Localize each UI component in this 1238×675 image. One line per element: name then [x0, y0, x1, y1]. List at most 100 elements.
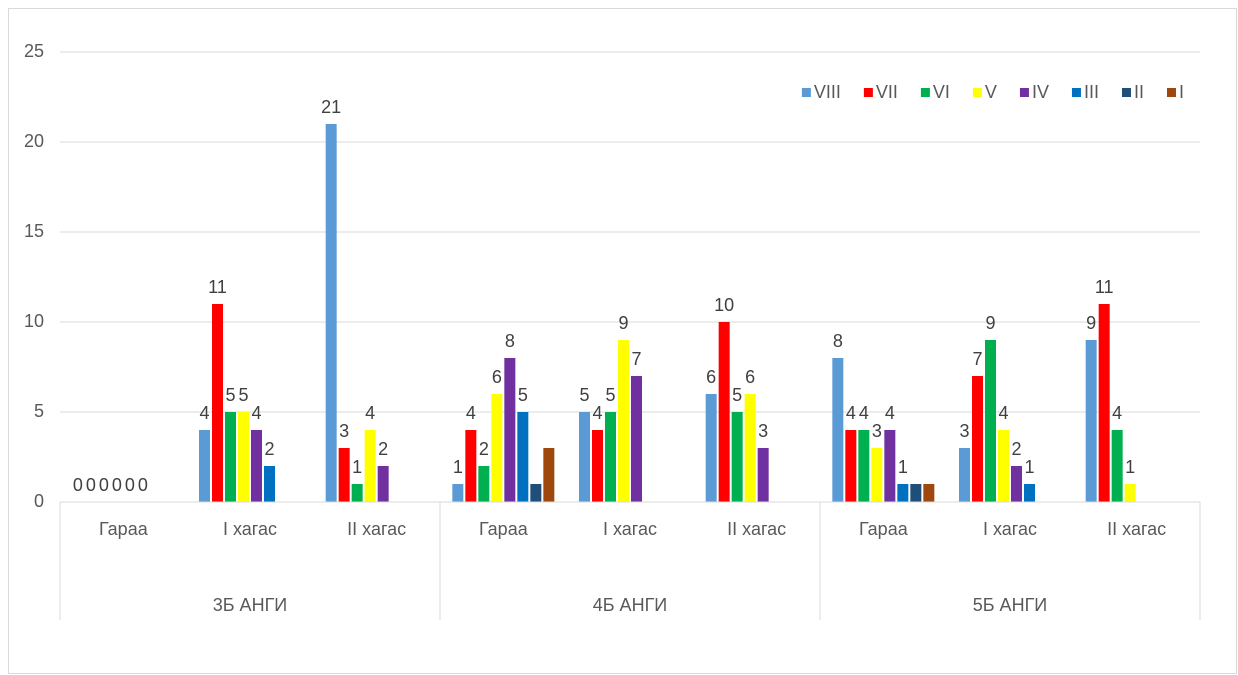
- bar: [618, 340, 629, 502]
- legend-swatch: [1071, 88, 1081, 97]
- data-label: 5: [605, 385, 615, 405]
- bar: [845, 430, 857, 502]
- bar: [998, 430, 1009, 502]
- data-label: 7: [972, 349, 982, 369]
- bar: [985, 340, 996, 502]
- data-label: 2: [479, 439, 489, 459]
- bar: [705, 394, 717, 502]
- data-label: 5: [732, 385, 742, 405]
- data-label: 6: [745, 367, 755, 387]
- bar: [972, 376, 983, 502]
- legend-label: VI: [933, 82, 950, 102]
- bar: [351, 484, 363, 502]
- bar: [225, 412, 236, 502]
- y-tick-label: 25: [24, 41, 44, 61]
- data-label: 4: [251, 403, 261, 423]
- data-label: 2: [378, 439, 388, 459]
- data-label: 0: [125, 475, 135, 495]
- data-label: 4: [885, 403, 895, 423]
- data-label: 11: [1095, 277, 1114, 297]
- data-label: 1: [1024, 457, 1034, 477]
- bar: [338, 448, 350, 502]
- bar: [491, 394, 503, 502]
- legend-swatch: [1166, 88, 1176, 97]
- data-label: 4: [365, 403, 375, 423]
- bar: [744, 394, 756, 502]
- data-label: 11: [208, 277, 227, 297]
- group-label: 5Б АНГИ: [972, 595, 1048, 615]
- bar: [1111, 430, 1123, 502]
- data-label: 8: [505, 331, 515, 351]
- data-label: 8: [833, 331, 843, 351]
- data-label: 0: [99, 475, 109, 495]
- data-label: 5: [518, 385, 528, 405]
- bar: [757, 448, 769, 502]
- legend-swatch: [863, 88, 873, 97]
- bar: [592, 430, 603, 502]
- legend-label: VIII: [814, 82, 841, 102]
- legend-label: III: [1084, 82, 1099, 102]
- bar: [1124, 484, 1136, 502]
- bar: [543, 448, 555, 502]
- data-label: 4: [846, 403, 856, 423]
- legend-swatch: [972, 88, 982, 97]
- bar: [212, 304, 223, 502]
- legend-swatch: [801, 88, 811, 97]
- x-tick-label: Гараа: [478, 519, 528, 539]
- legend-label: I: [1179, 82, 1184, 102]
- y-tick-label: 10: [24, 311, 44, 331]
- data-label: 10: [714, 295, 734, 315]
- bar: [199, 430, 210, 502]
- bar: [377, 466, 389, 502]
- bar: [251, 430, 262, 502]
- bar: [897, 484, 909, 502]
- bar: [504, 358, 516, 502]
- legend-label: VII: [876, 82, 898, 102]
- x-tick-label: II хагас: [1107, 519, 1167, 539]
- legend-label: IV: [1032, 82, 1049, 102]
- bar: [264, 466, 275, 502]
- data-label: 4: [592, 403, 602, 423]
- bar: [718, 322, 730, 502]
- bar: [478, 466, 490, 502]
- bar: [530, 484, 542, 502]
- data-label: 1: [1125, 457, 1135, 477]
- bar: [1011, 466, 1022, 502]
- legend-label: V: [985, 82, 997, 102]
- bar: [1024, 484, 1035, 502]
- y-tick-label: 5: [34, 401, 44, 421]
- bar: [1085, 340, 1097, 502]
- data-label: 4: [859, 403, 869, 423]
- data-label: 2: [264, 439, 274, 459]
- legend-label: II: [1134, 82, 1144, 102]
- bar: [832, 358, 844, 502]
- bar: [605, 412, 616, 502]
- bar: [631, 376, 642, 502]
- y-tick-label: 0: [34, 491, 44, 511]
- data-label: 4: [199, 403, 209, 423]
- group-label: 4Б АНГИ: [592, 595, 668, 615]
- bar: [325, 124, 337, 502]
- bar: [871, 448, 883, 502]
- bar: [579, 412, 590, 502]
- bar: [238, 412, 249, 502]
- data-label: 4: [998, 403, 1008, 423]
- data-label: 3: [758, 421, 768, 441]
- bar: [923, 484, 935, 502]
- bar: [1098, 304, 1110, 502]
- data-label: 7: [631, 349, 641, 369]
- data-label: 1: [898, 457, 908, 477]
- x-tick-label: I хагас: [223, 519, 277, 539]
- data-label: 3: [872, 421, 882, 441]
- data-label: 9: [985, 313, 995, 333]
- x-tick-label: II хагас: [347, 519, 407, 539]
- bar: [517, 412, 529, 502]
- data-label: 5: [225, 385, 235, 405]
- data-label: 3: [959, 421, 969, 441]
- legend-swatch: [920, 88, 930, 97]
- bar: [364, 430, 376, 502]
- data-label: 1: [352, 457, 362, 477]
- bar: [452, 484, 464, 502]
